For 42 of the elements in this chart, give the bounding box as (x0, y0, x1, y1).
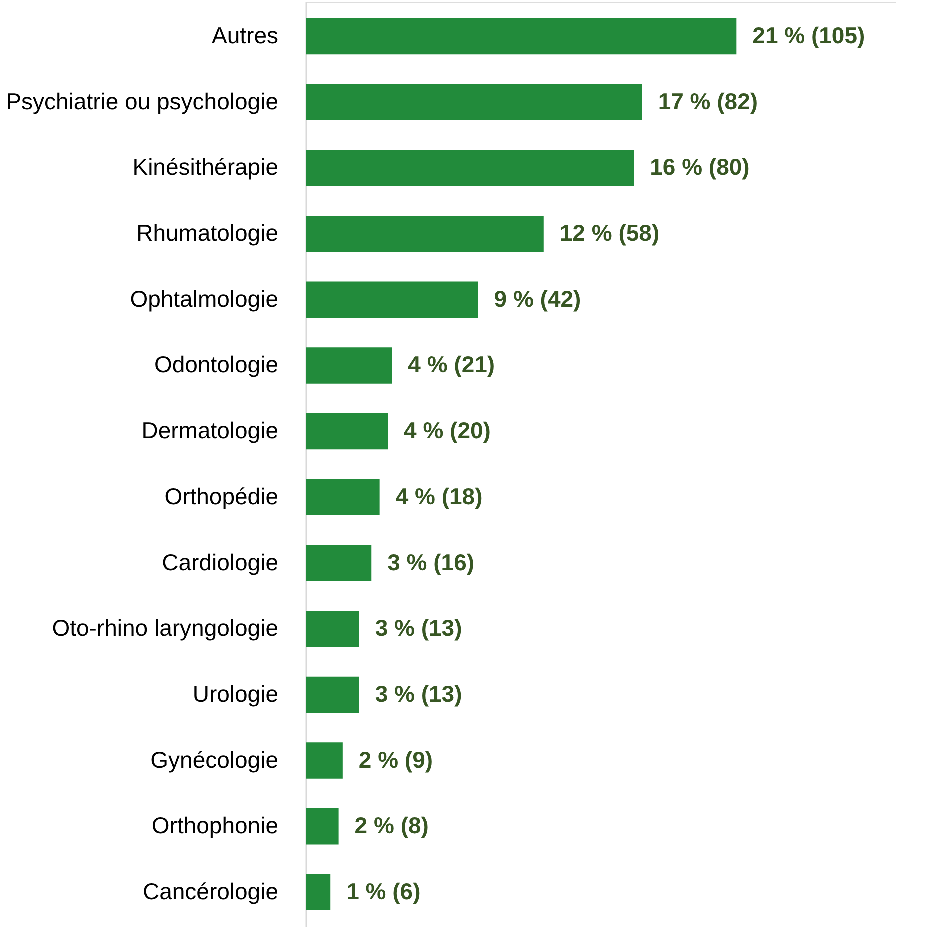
y-tick-label: Odontologie (154, 352, 278, 378)
bar (306, 610, 360, 648)
y-tick-label: Autres (212, 22, 278, 49)
bar (306, 808, 339, 845)
bar (306, 348, 392, 384)
bar (306, 282, 478, 318)
y-tick-label: Cancérologie (142, 878, 278, 904)
bar (306, 742, 343, 779)
y-tick-label: Oto-rhino laryngologie (52, 615, 278, 642)
data-label: 4 % (21) (408, 352, 496, 378)
y-tick-label: Rhumatologie (136, 220, 278, 246)
y-tick-label: Psychiatrie ou psychologie (6, 88, 278, 114)
data-label: 21 % (105) (752, 22, 866, 49)
bar (306, 216, 544, 252)
bar (306, 545, 372, 582)
data-label: 2 % (9) (358, 746, 434, 773)
data-label: 17 % (82) (658, 88, 758, 114)
data-label: 4 % (18) (396, 483, 483, 510)
y-tick-label: Dermatologie (142, 418, 278, 444)
data-label: 3 % (13) (375, 615, 462, 642)
bar (306, 676, 360, 714)
y-tick-label: Cardiologie (162, 549, 278, 576)
y-tick-label: Gynécologie (150, 746, 278, 773)
bar (306, 874, 331, 911)
data-label: 1 % (6) (346, 878, 421, 904)
y-tick-label: Kinésithérapie (132, 154, 278, 180)
data-label: 12 % (58) (560, 220, 660, 246)
y-tick-label: Urologie (192, 680, 278, 707)
bar (306, 479, 380, 516)
data-label: 4 % (20) (404, 418, 491, 444)
y-tick-label: Ophtalmologie (130, 286, 278, 312)
bar (306, 413, 388, 450)
bar (306, 84, 642, 121)
bar (306, 150, 634, 186)
data-label: 3 % (13) (375, 680, 462, 707)
bar (306, 18, 737, 55)
data-label: 3 % (16) (388, 549, 475, 576)
y-tick-label: Orthophonie (152, 812, 278, 839)
data-label: 16 % (80) (650, 154, 750, 180)
data-label: 9 % (42) (494, 286, 582, 312)
y-tick-label: Orthopédie (164, 483, 278, 510)
data-label: 2 % (8) (354, 812, 429, 839)
